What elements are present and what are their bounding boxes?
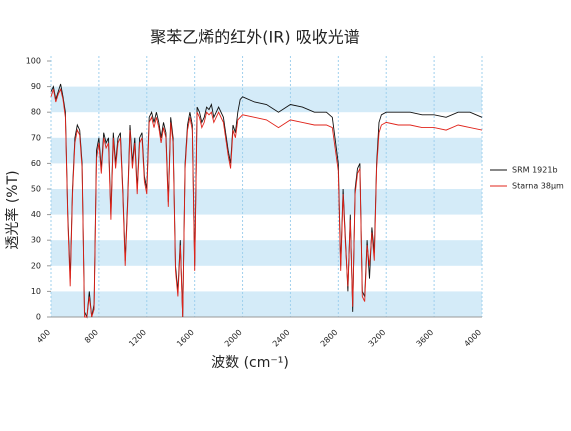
x-tick-label: 1600 <box>175 328 196 349</box>
x-tick-label: 2000 <box>223 328 244 349</box>
x-tick-label: 3200 <box>367 328 388 349</box>
y-axis-label: 透光率 (%T) <box>4 170 21 249</box>
chart-title: 聚苯乙烯的红外(IR) 吸收光谱 <box>150 28 359 47</box>
grid-band <box>51 137 482 164</box>
x-tick-label: 4000 <box>462 328 483 349</box>
x-tick-label: 2800 <box>319 328 340 349</box>
legend-label: Starna 38μm <box>512 182 564 191</box>
y-tick-label: 30 <box>31 236 41 245</box>
y-tick-label: 50 <box>31 185 41 194</box>
x-tick-label: 1200 <box>127 328 148 349</box>
y-tick-label: 60 <box>31 159 41 168</box>
grid-band <box>51 86 482 113</box>
grid-band <box>51 189 482 215</box>
x-tick-label: 3600 <box>415 328 436 349</box>
y-tick-label: 40 <box>31 210 41 219</box>
x-tick-label: 2400 <box>271 328 292 349</box>
x-tick-label: 400 <box>35 328 52 345</box>
legend-label: SRM 1921b <box>512 166 558 175</box>
y-tick-label: 80 <box>31 108 41 117</box>
grid-band <box>51 291 482 317</box>
y-tick-label: 90 <box>31 82 41 91</box>
y-tick-label: 100 <box>26 57 41 66</box>
y-tick-label: 10 <box>31 287 41 296</box>
y-tick-label: 0 <box>36 313 41 322</box>
x-axis-label: 波数 (cm⁻¹) <box>211 355 289 371</box>
x-tick-label: 800 <box>83 328 100 345</box>
y-tick-label: 70 <box>31 133 41 142</box>
series-line <box>50 87 483 318</box>
grid-band <box>51 240 482 266</box>
y-tick-label: 20 <box>31 261 41 270</box>
